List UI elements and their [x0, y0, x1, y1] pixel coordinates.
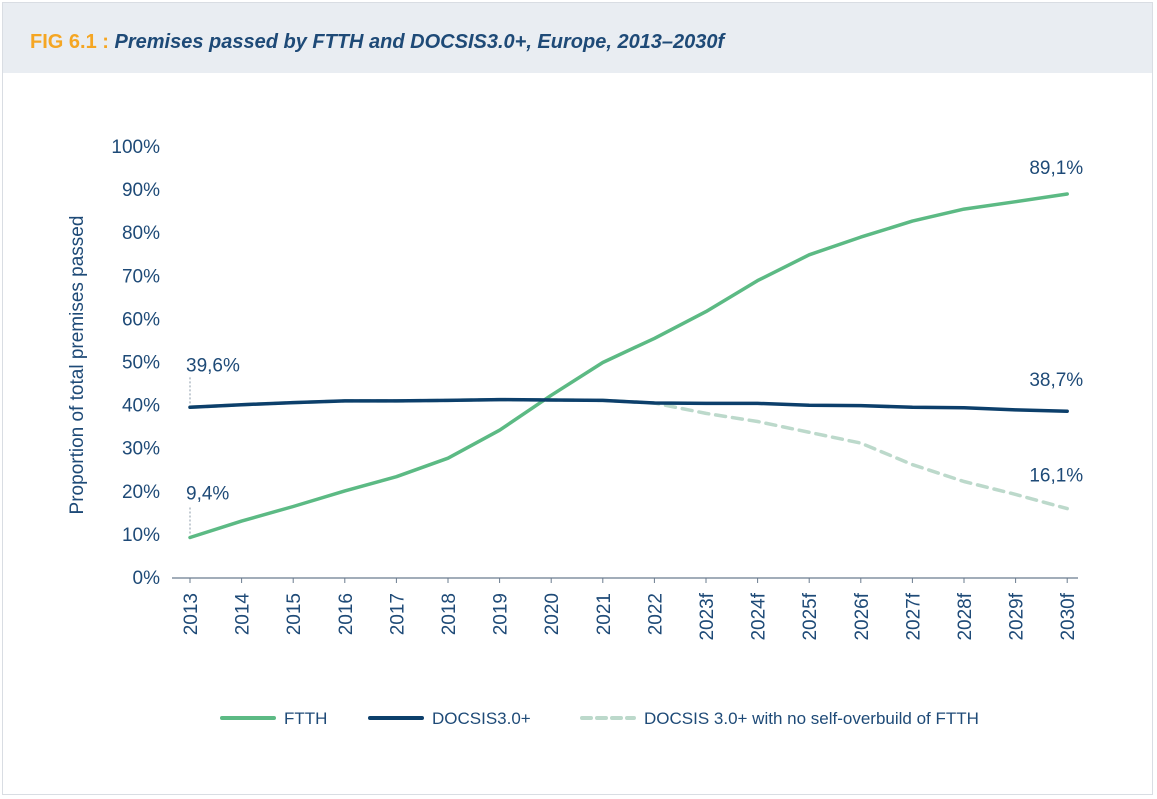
y-tick-label: 40%: [122, 396, 160, 417]
legend-label-ftth: FTTH: [284, 709, 327, 728]
x-tick-label: 2020: [542, 593, 563, 635]
y-tick-label: 70%: [122, 266, 160, 287]
x-axis-tick-labels: 2013 2014 2015 2016 2017 2018 2019 2020 2021 2022…: [181, 578, 1079, 641]
y-tick-label: 100%: [111, 137, 160, 158]
x-tick-label: 2018: [439, 593, 460, 635]
x-tick-label: 2022: [645, 593, 666, 635]
y-tick-label: 60%: [122, 309, 160, 330]
y-axis-label: Proportion of total premises passed: [67, 216, 88, 515]
y-tick-label: 80%: [122, 223, 160, 244]
x-tick-label: 2028f: [955, 592, 976, 640]
figure-header: FIG 6.1 : Premises passed by FTTH and DO…: [3, 3, 1152, 73]
x-tick-label: 2014: [233, 593, 254, 636]
x-tick-label: 2019: [491, 593, 512, 635]
x-tick-label: 2016: [336, 593, 357, 635]
legend-label-docsis3-0: DOCSIS3.0+: [432, 709, 531, 728]
chart-series: [188, 192, 1069, 540]
figure-title-text: Premises passed by FTTH and DOCSIS3.0+, …: [114, 31, 725, 53]
legend-label-docsis-3-0-with-no-self-overbuild-of-ftth: DOCSIS 3.0+ with no self-overbuild of FT…: [644, 709, 979, 728]
x-tick-label: 2026f: [852, 592, 873, 640]
figure-title-separator: :: [102, 31, 109, 53]
x-tick-label: 2017: [387, 593, 408, 635]
x-tick-label: 2021: [594, 593, 615, 635]
x-tick-label: 2023f: [697, 592, 718, 640]
figure-number: FIG 6.1: [30, 31, 97, 53]
data-label: 89,1%: [1029, 158, 1083, 179]
x-tick-label: 2025f: [800, 592, 821, 640]
x-tick-label: 2015: [284, 593, 305, 635]
y-tick-label: 20%: [122, 482, 160, 503]
data-label: 39,6%: [186, 355, 240, 376]
x-tick-label: 2013: [181, 593, 202, 635]
x-tick-label: 2024f: [749, 592, 770, 640]
series-line-docsis-3-0-with-no-self-overbuild-of-ftth: [188, 397, 1069, 511]
chart-legend: FTTH DOCSIS3.0+ DOCSIS 3.0+ with no self-o…: [220, 709, 979, 728]
y-tick-label: 30%: [122, 439, 160, 460]
y-axis-tick-labels: 0% 10% 20% 30% 40% 50% 60% 70% 80% 90% 100%: [111, 137, 160, 589]
figure-title: FIG 6.1 : Premises passed by FTTH and DO…: [30, 31, 724, 54]
x-tick-label: 2029f: [1007, 592, 1028, 640]
series-line-ftth: [188, 192, 1069, 540]
x-tick-label: 2027f: [903, 592, 924, 640]
series-line-docsis3-0: [188, 397, 1069, 413]
y-tick-label: 90%: [122, 180, 160, 201]
chart-annotations: 39,6% 9,4% 89,1% 38,7% 16,1%: [186, 158, 1083, 534]
y-tick-label: 50%: [122, 353, 160, 374]
y-tick-label: 10%: [122, 525, 160, 546]
x-tick-label: 2030f: [1058, 592, 1079, 640]
y-tick-label: 0%: [133, 568, 161, 589]
data-label: 16,1%: [1029, 466, 1083, 487]
data-label: 9,4%: [186, 483, 229, 504]
data-label: 38,7%: [1029, 370, 1083, 391]
